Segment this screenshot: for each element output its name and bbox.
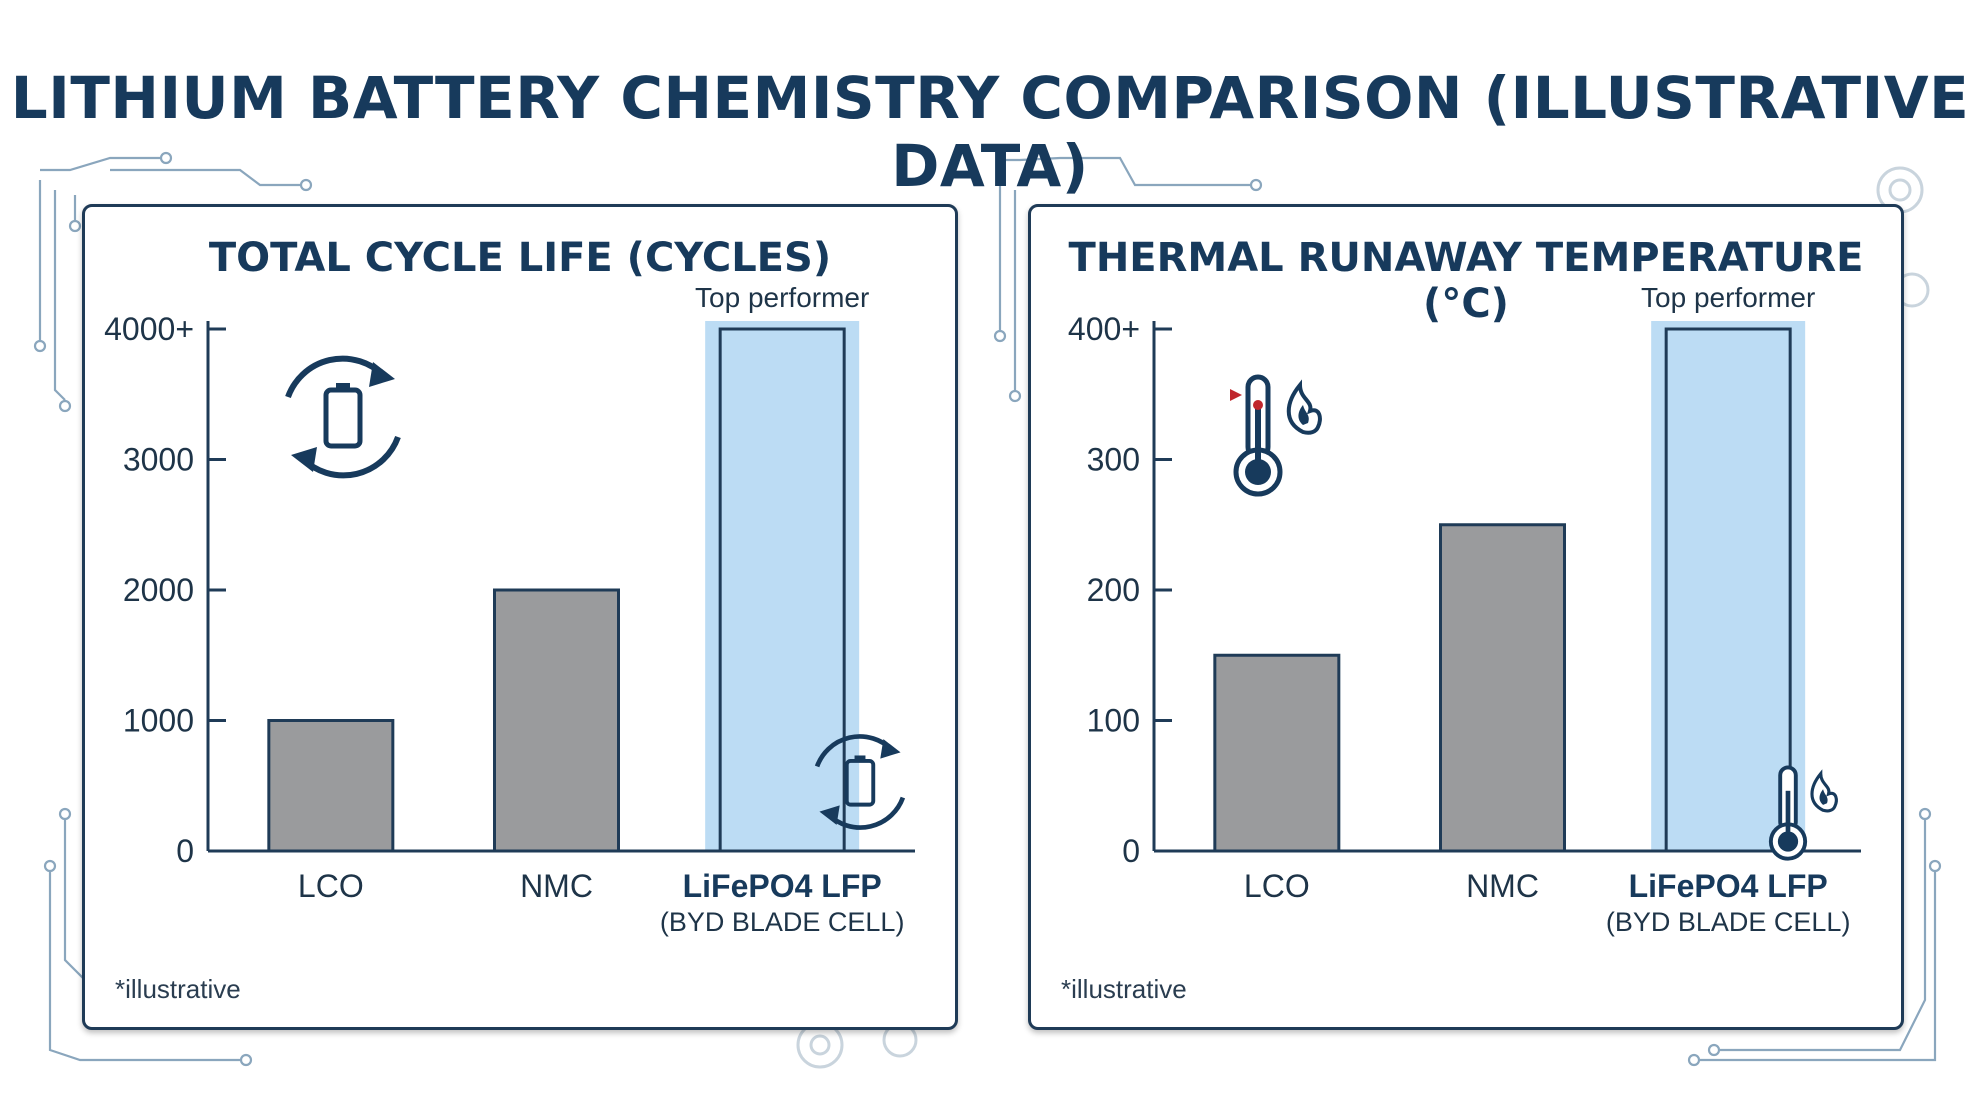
arrow-head	[369, 362, 395, 387]
battery-terminal	[854, 755, 866, 761]
flame-inner	[1819, 789, 1828, 805]
bar-lifepo4-lfp	[1664, 327, 1792, 853]
y-tick-label: 100	[1087, 703, 1140, 739]
battery-cycle-icon	[285, 355, 401, 479]
y-tick-label: 2000	[123, 572, 194, 608]
x-category-label: LiFePO4 LFP	[1629, 868, 1828, 904]
thermometer-column	[1785, 790, 1791, 834]
bar-lco	[267, 719, 395, 853]
footnote: *illustrative	[1061, 974, 1187, 1004]
thermometer-flame-icon	[1768, 765, 1838, 861]
y-tick-label: 300	[1087, 442, 1140, 478]
bar-lifepo4-lfp	[718, 327, 846, 853]
y-tick-label: 4000+	[104, 311, 194, 347]
thermometer-fill	[1777, 831, 1799, 852]
battery-body	[844, 758, 876, 807]
footnote: *illustrative	[115, 974, 241, 1004]
x-category-label: LCO	[1244, 868, 1310, 904]
arrow-head	[819, 805, 840, 825]
thermometer-flame-icon	[1230, 374, 1322, 497]
battery-cycle-icon	[814, 734, 906, 830]
y-tick-label: 3000	[123, 442, 194, 478]
red-marker	[1253, 400, 1263, 410]
y-tick-label: 0	[176, 833, 194, 869]
arrow-head	[291, 447, 317, 472]
flame	[1810, 769, 1838, 813]
bar-lco	[1213, 653, 1341, 853]
y-tick-label: 400+	[1068, 311, 1140, 347]
thermometer-fill	[1245, 459, 1271, 485]
flame	[1286, 379, 1322, 435]
battery-terminal	[336, 383, 350, 390]
cycle-arrow	[814, 734, 893, 768]
x-category-label: LCO	[298, 868, 364, 904]
cycle-life-chart: Top performer 0 1000 2000 3000 4000+ LCO NMC LiF…	[104, 282, 915, 937]
cycle-arrow	[285, 355, 386, 399]
chart-title: THERMAL RUNAWAY TEMPERATURE (°C)	[1068, 235, 1864, 327]
y-tick-label: 0	[1122, 833, 1140, 869]
thermal-runaway-chart: Top performer 0 100 200 300 400+ LCO NMC LiFePO4…	[1068, 282, 1861, 937]
thermometer-column	[1255, 407, 1261, 462]
cycle-arrow	[827, 796, 906, 830]
x-category-sublabel: (BYD BLADE CELL)	[660, 907, 905, 937]
chart-title: TOTAL CYCLE LIFE (CYCLES)	[208, 235, 832, 281]
page-title: LITHIUM BATTERY CHEMISTRY COMPARISON (IL…	[10, 64, 1970, 200]
x-category-label: LiFePO4 LFP	[683, 868, 882, 904]
y-tick-label: 200	[1087, 572, 1140, 608]
x-category-label: NMC	[520, 868, 593, 904]
highlight-label: Top performer	[695, 282, 869, 313]
highlight-label: Top performer	[1641, 282, 1815, 313]
red-pointer	[1230, 389, 1242, 401]
arrow-head	[880, 739, 901, 759]
battery-body	[323, 387, 363, 449]
y-tick-label: 1000	[123, 703, 194, 739]
thermal-runaway-chart-panel: THERMAL RUNAWAY TEMPERATURE (°C) Top per…	[1028, 204, 1904, 1030]
bar-nmc	[1439, 523, 1566, 853]
flame-inner	[1298, 405, 1309, 425]
x-category-label: NMC	[1466, 868, 1539, 904]
bar-nmc	[493, 588, 620, 853]
cycle-arrow	[300, 435, 401, 479]
cycle-life-chart-panel: TOTAL CYCLE LIFE (CYCLES) Top performer 0…	[82, 204, 958, 1030]
x-category-sublabel: (BYD BLADE CELL)	[1606, 907, 1851, 937]
